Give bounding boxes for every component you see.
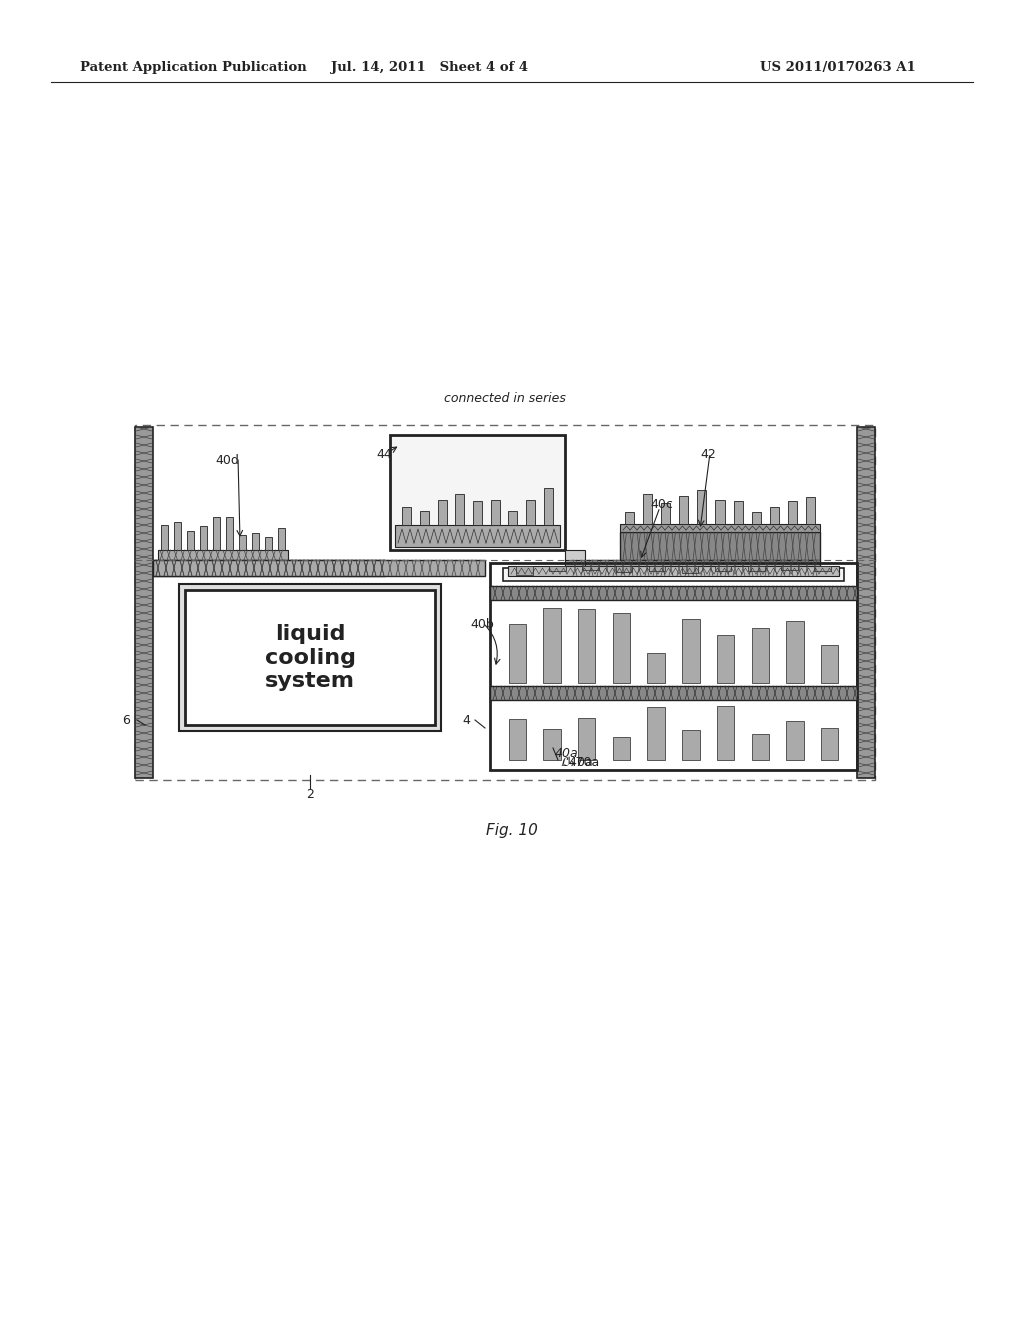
Bar [821, 645, 839, 682]
Bar [752, 512, 761, 524]
Bar [647, 708, 665, 760]
Bar [473, 502, 482, 525]
Bar [226, 517, 233, 550]
Bar [814, 566, 830, 572]
Bar [660, 503, 670, 524]
Bar [786, 721, 804, 760]
Bar [544, 488, 553, 525]
Bar [615, 566, 632, 572]
Text: 4: 4 [462, 714, 470, 726]
Bar [503, 568, 844, 581]
Bar [648, 566, 666, 572]
Text: 2: 2 [306, 788, 314, 801]
Text: 6: 6 [122, 714, 130, 726]
Text: 44: 44 [376, 449, 392, 462]
Bar [549, 566, 566, 570]
Bar [420, 511, 429, 525]
Bar [612, 612, 630, 682]
Bar [612, 737, 630, 760]
Bar [821, 727, 839, 760]
Bar [509, 719, 526, 760]
Bar [516, 566, 532, 576]
Bar [390, 436, 565, 550]
Bar [278, 528, 285, 550]
Bar [786, 620, 804, 682]
Bar [490, 686, 857, 700]
Bar [509, 624, 526, 682]
Bar [265, 536, 272, 550]
Bar [135, 426, 153, 777]
Text: 40c: 40c [650, 499, 673, 511]
Bar [752, 628, 769, 682]
Text: ↳70a: ↳70a [565, 755, 599, 768]
Bar [682, 730, 699, 760]
Bar [490, 500, 500, 525]
Text: 42: 42 [700, 449, 716, 462]
Bar [733, 502, 742, 524]
Bar [748, 566, 765, 572]
Bar [781, 566, 798, 570]
Text: Patent Application Publication: Patent Application Publication [80, 61, 307, 74]
Bar [544, 609, 561, 682]
Bar [570, 560, 820, 576]
Text: 40a: 40a [555, 747, 579, 760]
Bar [682, 619, 699, 682]
Bar [679, 496, 688, 524]
Bar [647, 653, 665, 682]
Text: US 2011/0170263 A1: US 2011/0170263 A1 [760, 61, 915, 74]
Bar [625, 512, 634, 524]
Text: Jul. 14, 2011   Sheet 4 of 4: Jul. 14, 2011 Sheet 4 of 4 [332, 61, 528, 74]
Bar [490, 564, 857, 770]
Bar [697, 490, 707, 524]
Text: liquid
cooling
system: liquid cooling system [264, 624, 355, 690]
Bar [490, 586, 857, 601]
Bar [717, 635, 734, 682]
Text: $\mathregular{\mathcal{L}}$40a: $\mathregular{\mathcal{L}}$40a [560, 755, 593, 768]
Text: Fig. 10: Fig. 10 [486, 822, 538, 837]
Bar [526, 500, 535, 525]
Text: connected in series: connected in series [444, 392, 566, 405]
Text: 40d: 40d [215, 454, 239, 466]
Bar [200, 527, 207, 550]
Bar [717, 706, 734, 760]
Bar [716, 500, 725, 524]
Text: 40b: 40b [470, 619, 494, 631]
Bar [565, 560, 585, 574]
Bar [185, 590, 435, 725]
Bar [620, 532, 820, 560]
Bar [857, 426, 874, 777]
Bar [770, 507, 779, 524]
Bar [213, 517, 220, 550]
Bar [583, 566, 599, 570]
Bar [395, 525, 560, 546]
Bar [437, 500, 446, 525]
Bar [135, 425, 874, 780]
Bar [715, 566, 731, 572]
Bar [402, 507, 412, 525]
Bar [788, 502, 798, 524]
Bar [682, 566, 698, 573]
Bar [153, 560, 385, 576]
Bar [158, 550, 288, 560]
Bar [179, 583, 441, 731]
Bar [456, 494, 464, 525]
Bar [174, 521, 181, 550]
Bar [544, 729, 561, 760]
Bar [643, 495, 652, 524]
Bar [806, 496, 815, 524]
Bar [508, 566, 839, 576]
Bar [161, 525, 168, 550]
Bar [153, 560, 485, 576]
Bar [509, 511, 517, 525]
Bar [565, 550, 585, 560]
Bar [252, 533, 259, 550]
Bar [187, 531, 195, 550]
Bar [579, 609, 595, 682]
Bar [752, 734, 769, 760]
Bar [620, 524, 820, 532]
Bar [239, 535, 246, 550]
Bar [579, 718, 595, 760]
